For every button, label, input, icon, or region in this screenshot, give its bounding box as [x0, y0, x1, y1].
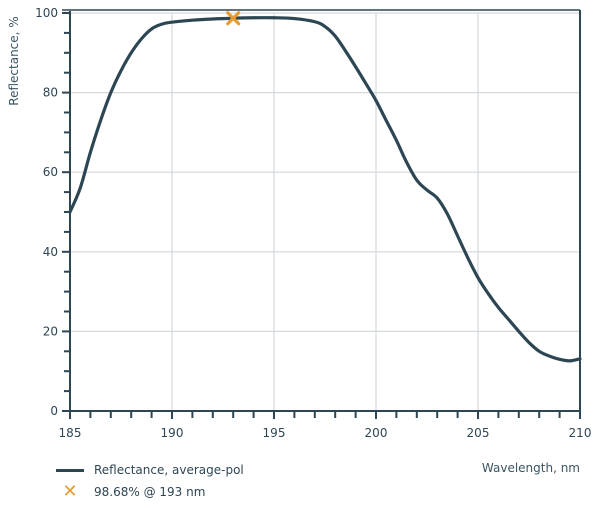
x-tick-label: 200 [365, 426, 388, 440]
x-marker-icon: ✕ [62, 481, 78, 502]
gridlines [70, 12, 580, 411]
x-tick-label: 205 [467, 426, 490, 440]
y-tick-label: 0 [50, 404, 58, 418]
y-tick-label: 20 [43, 324, 58, 338]
legend: Reflectance, average-pol ✕ 98.68% @ 193 … [56, 459, 244, 503]
reflectance-line [68, 16, 582, 363]
legend-label: 98.68% @ 193 nm [94, 485, 206, 499]
y-tick-label: 80 [43, 86, 58, 100]
x-tick-label: 190 [161, 426, 184, 440]
x-tick-label: 185 [59, 426, 82, 440]
annotations [226, 11, 241, 26]
x-axis-title: Wavelength, nm [481, 461, 580, 475]
legend-item-marker: ✕ 98.68% @ 193 nm [56, 481, 244, 503]
x-tick-label: 195 [263, 426, 286, 440]
peak-x-marker-icon [226, 11, 241, 26]
x-tick-label: 210 [569, 426, 592, 440]
data-series [68, 16, 582, 363]
legend-label: Reflectance, average-pol [94, 463, 244, 477]
ticks: 185 190 195 200 205 210 0 20 40 60 80 100 [35, 6, 591, 440]
y-axis-title: Reflectance, % [7, 16, 21, 105]
y-tick-label: 40 [43, 245, 58, 259]
axes [62, 9, 581, 419]
y-tick-label: 60 [43, 165, 58, 179]
y-tick-label: 100 [35, 6, 58, 20]
legend-item-series: Reflectance, average-pol [56, 459, 244, 481]
line-swatch-icon [56, 468, 84, 472]
